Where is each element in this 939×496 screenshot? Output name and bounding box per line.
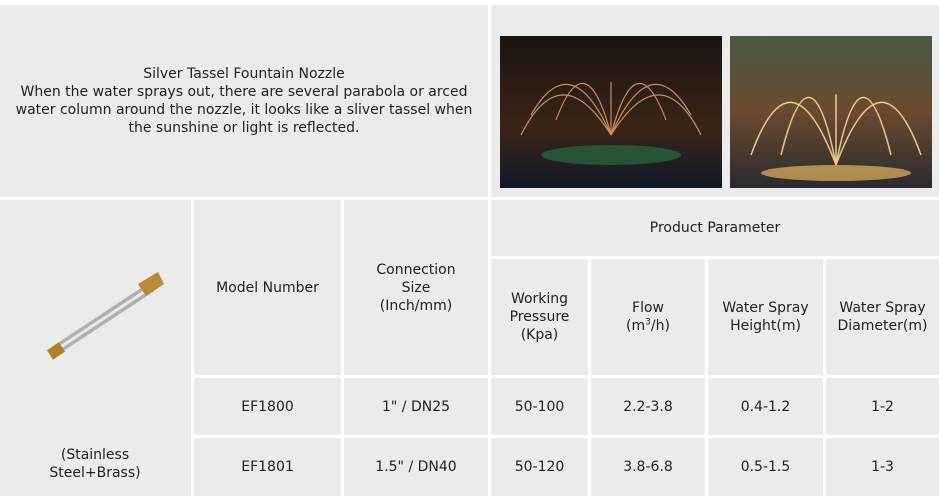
cell-text: EF1801 xyxy=(241,459,294,475)
cell-text: 50-100 xyxy=(514,398,565,415)
header-cell: Water Spray Diameter(m) xyxy=(826,259,939,375)
cell-text: 0.4-1.2 xyxy=(740,398,791,415)
cell-text: 2.2-3.8 xyxy=(623,398,673,415)
photos xyxy=(500,36,932,188)
header-label: Working Pressure (Kpa) xyxy=(509,291,570,343)
header-label: Connection Size (Inch/mm) xyxy=(376,261,456,314)
fountain-spray xyxy=(750,94,922,166)
header-cell: Connection Size (Inch/mm) xyxy=(344,200,488,375)
pool-light xyxy=(761,165,911,181)
unit-base: (m xyxy=(626,318,646,334)
data-cell: 0.5-1.5 xyxy=(708,438,823,496)
data-cell: 1-2 xyxy=(826,378,939,435)
data-cell: 2.2-3.8 xyxy=(591,378,705,435)
nozzle-image xyxy=(46,272,164,360)
product-title: Silver Tassel Fountain Nozzle xyxy=(143,66,345,82)
cell-text: 1-2 xyxy=(871,398,894,415)
intro-cell: Silver Tassel Fountain Nozzle When the w… xyxy=(0,5,488,197)
unit-rest: /h) xyxy=(650,318,670,334)
cell-text: 1.5" / DN40 xyxy=(375,459,457,475)
cell-text: 0.5-1.5 xyxy=(740,459,791,475)
header-label: Water Spray Height(m) xyxy=(722,300,809,334)
data-cell: EF1800 xyxy=(194,378,341,435)
photo-cell xyxy=(491,5,939,197)
data-cell: 50-120 xyxy=(491,438,588,496)
group-header-cell: Product Parameter xyxy=(491,200,939,256)
cell-text: 1" / DN25 xyxy=(381,398,451,415)
data-cell: 1.5" / DN40 xyxy=(344,438,488,496)
cell-text: EF1800 xyxy=(241,398,294,415)
data-cell: 0.4-1.2 xyxy=(708,378,823,435)
data-cell: 3.8-6.8 xyxy=(591,438,705,496)
data-cell: 1-3 xyxy=(826,438,939,496)
unit-sup: 3 xyxy=(645,317,651,328)
header-cell: Model Number xyxy=(194,200,341,375)
cell-text: 1-3 xyxy=(871,459,894,475)
material-caption: (Stainless Steel+Brass) xyxy=(49,447,141,481)
data-cell: EF1801 xyxy=(194,438,341,496)
group-header-label: Product Parameter xyxy=(649,220,781,236)
product-image-cell: (Stainless Steel+Brass) xyxy=(0,200,191,496)
cell-text: 3.8-6.8 xyxy=(623,459,673,475)
product-description: When the water sprays out, there are sev… xyxy=(15,84,473,136)
fountain-spray xyxy=(520,81,702,136)
data-cell: 1" / DN25 xyxy=(344,378,488,435)
header-unit: (m3/h) xyxy=(626,317,670,335)
header-cell: Flow (m3/h) xyxy=(591,259,705,375)
header-label: Flow xyxy=(632,300,664,316)
header-cell: Water Spray Height(m) xyxy=(708,259,823,375)
header-label: Water Spray Diameter(m) xyxy=(837,300,928,334)
header-cell: Working Pressure (Kpa) xyxy=(491,259,588,375)
data-cell: 50-100 xyxy=(491,378,588,435)
header-label: Model Number xyxy=(216,279,319,296)
pool-light xyxy=(541,145,681,165)
cell-text: 50-120 xyxy=(514,459,565,475)
